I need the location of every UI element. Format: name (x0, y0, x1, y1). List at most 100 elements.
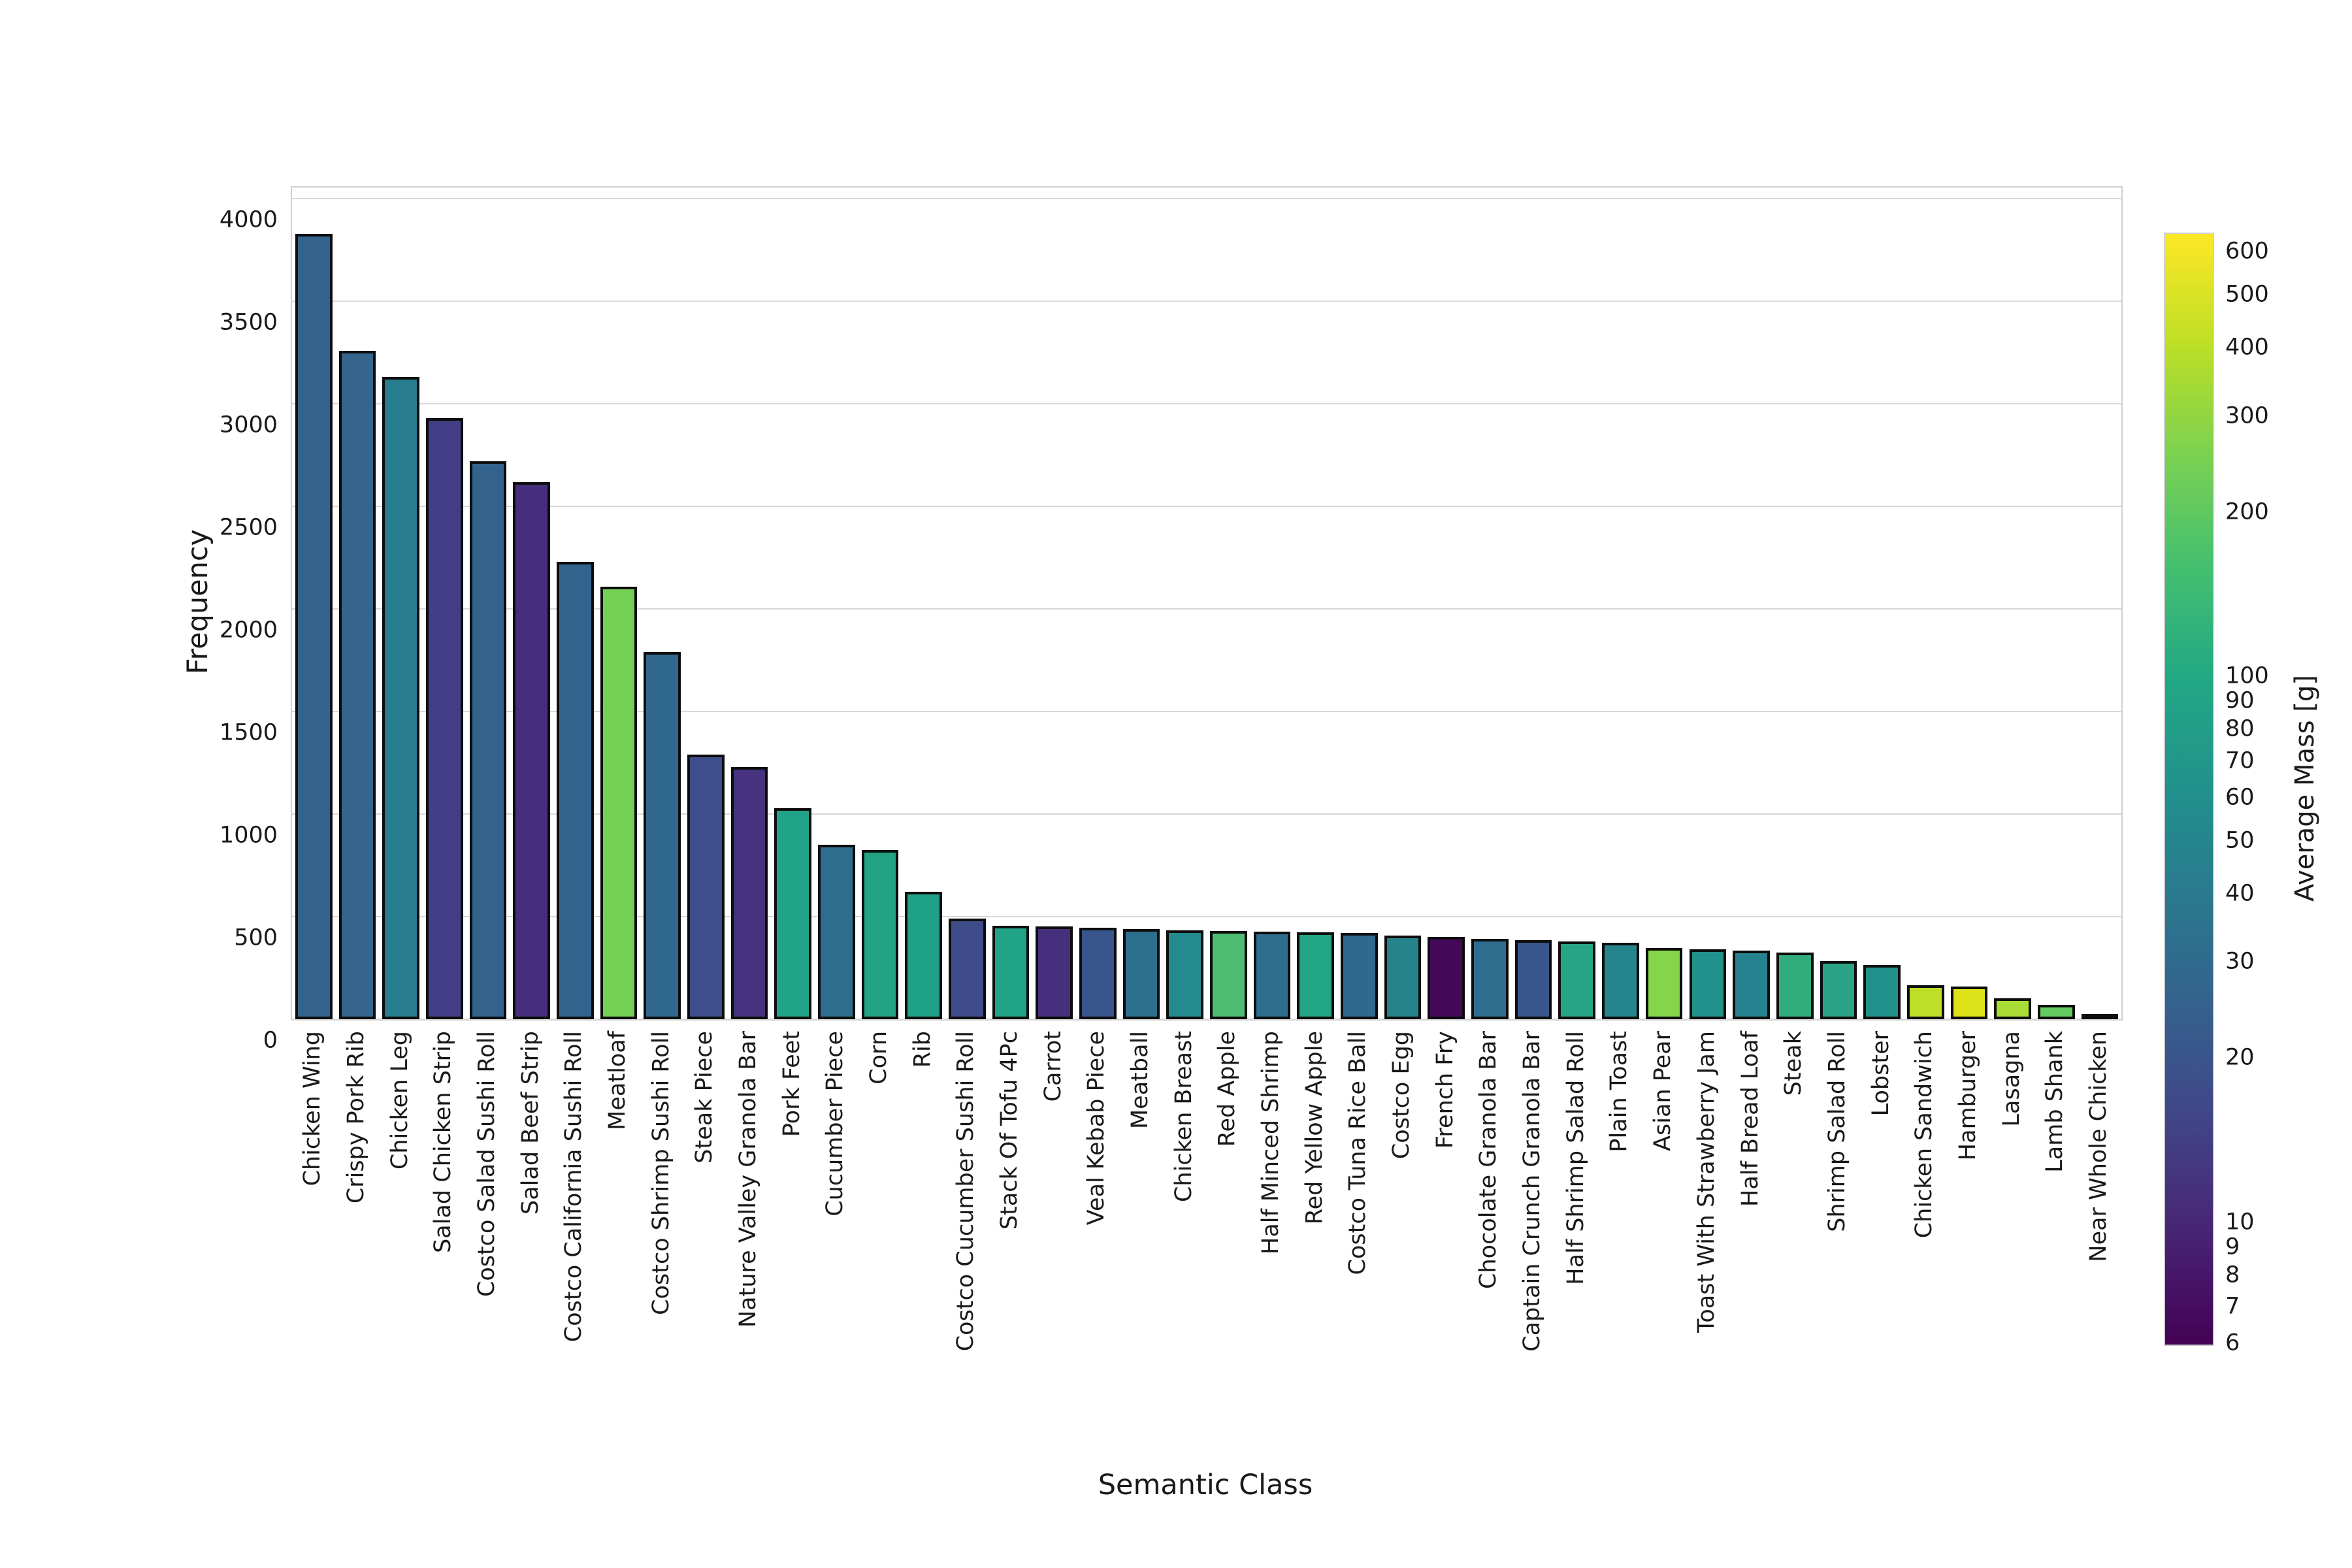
colorbar (2164, 233, 2214, 1346)
bar-slot (1381, 188, 1425, 1019)
bar-costco-salad-sushi-roll (469, 461, 507, 1019)
bar-meatball (1122, 928, 1160, 1019)
bar-plain-toast (1602, 942, 1639, 1019)
bars-container (292, 188, 2121, 1019)
x-tick-cell: Half Bread Loaf (1728, 1031, 1772, 1514)
x-tick-label: Meatloaf (604, 1031, 631, 1130)
bar-slot (1642, 188, 1686, 1019)
y-tick-label-500: 500 (234, 924, 278, 951)
bar-slot (1120, 188, 1164, 1019)
colorbar-tick-100: 100 (2225, 662, 2269, 689)
bar-lobster (1863, 964, 1901, 1019)
colorbar-title-wrap: Average Mass [g] (2290, 233, 2320, 1343)
bar-slot (1207, 188, 1250, 1019)
bar-nature-valley-granola-bar (730, 766, 768, 1019)
bar-lamb-shank (2037, 1005, 2075, 1019)
bar-slot (858, 188, 902, 1019)
bar-slot (1948, 188, 1991, 1019)
bar-french-fry (1428, 936, 1465, 1019)
x-tick-cell: Near Whole Chicken (2077, 1031, 2121, 1514)
bar-slot (1250, 188, 1294, 1019)
colorbar-tick-50: 50 (2225, 827, 2255, 854)
bar-steak-piece (687, 755, 725, 1019)
gridline-1500 (292, 711, 2121, 713)
x-tick-cell: Plain Toast (1597, 1031, 1641, 1514)
x-tick-label: French Fry (1431, 1031, 1458, 1149)
x-tick-label: Steak (1780, 1031, 1807, 1096)
x-tick-label: Costco Cucumber Sushi Roll (953, 1031, 979, 1352)
x-tick-cell: Shrimp Salad Roll (1816, 1031, 1859, 1514)
x-tick-cell: Steak (1772, 1031, 1816, 1514)
y-axis-title: Frequency (182, 529, 214, 675)
bar-steak (1776, 952, 1814, 1019)
bar-slot (2034, 188, 2078, 1019)
x-tick-cell: Chicken Breast (1162, 1031, 1205, 1514)
x-tick-cell: Lasagna (1989, 1031, 2033, 1514)
colorbar-tick-500: 500 (2225, 281, 2269, 308)
x-tick-cell: Chocolate Granola Bar (1467, 1031, 1511, 1514)
bar-stack-of-tofu-4pc (992, 925, 1030, 1019)
bar-slot (640, 188, 684, 1019)
gridline-500 (292, 916, 2121, 918)
x-tick-label: Carrot (1039, 1031, 1066, 1102)
x-tick-label: Asian Pear (1650, 1031, 1676, 1151)
bar-slot (1555, 188, 1599, 1019)
bar-near-whole-chicken (2081, 1014, 2119, 1019)
bar-slot (423, 188, 466, 1019)
bar-costco-shrimp-sushi-roll (644, 652, 681, 1019)
x-tick-cell: Chicken Sandwich (1903, 1031, 1946, 1514)
bar-half-minced-shrimp (1253, 931, 1291, 1019)
y-tick-label-3000: 3000 (219, 412, 278, 438)
x-tick-cell: Lobster (1859, 1031, 1903, 1514)
colorbar-tick-8: 8 (2225, 1262, 2240, 1288)
x-tick-label: Lobster (1867, 1031, 1894, 1117)
bar-veal-kebab-piece (1079, 928, 1117, 1019)
x-tick-label: Crispy Pork Rib (343, 1031, 369, 1204)
colorbar-tick-300: 300 (2225, 402, 2269, 429)
bar-slot (815, 188, 858, 1019)
bar-slot (1512, 188, 1556, 1019)
x-tick-cell: Steak Piece (683, 1031, 727, 1514)
gridline-3000 (292, 403, 2121, 405)
x-tick-label: Lasagna (1998, 1031, 2025, 1127)
x-tick-cell: Half Shrimp Salad Roll (1554, 1031, 1597, 1514)
x-tick-cell: Red Apple (1205, 1031, 1249, 1514)
gridline-2000 (292, 608, 2121, 610)
bar-slot (466, 188, 510, 1019)
x-tick-label: Red Yellow Apple (1301, 1031, 1328, 1225)
x-tick-cell: Cucumber Piece (813, 1031, 857, 1514)
x-tick-label: Costco California Sushi Roll (561, 1031, 587, 1343)
bar-slot (1817, 188, 1861, 1019)
x-tick-label: Costco Tuna Rice Ball (1345, 1031, 1371, 1275)
bar-slot (510, 188, 553, 1019)
bar-toast-with-strawberry-jam (1689, 949, 1727, 1019)
colorbar-tick-60: 60 (2225, 784, 2255, 811)
gridline-2500 (292, 506, 2121, 508)
bar-red-apple (1210, 930, 1247, 1019)
x-tick-label: Nature Valley Granola Bar (735, 1031, 762, 1328)
bar-slot (1904, 188, 1948, 1019)
x-tick-label: Lamb Shank (2042, 1031, 2068, 1173)
x-tick-cell: Stack Of Tofu 4Pc (988, 1031, 1032, 1514)
x-tick-label: Corn (866, 1031, 892, 1085)
bar-slot (1599, 188, 1642, 1019)
bar-costco-tuna-rice-ball (1341, 933, 1378, 1019)
x-tick-cell: Chicken Leg (378, 1031, 421, 1514)
bar-slot (1729, 188, 1773, 1019)
x-tick-label: Salad Chicken Strip (430, 1031, 457, 1253)
bar-slot (2078, 188, 2122, 1019)
x-tick-cell: Chicken Wing (291, 1031, 335, 1514)
y-tick-label-2500: 2500 (219, 514, 278, 541)
x-tick-cell: Costco Tuna Rice Ball (1336, 1031, 1380, 1514)
bar-slot (1424, 188, 1468, 1019)
bar-shrimp-salad-roll (1820, 961, 1857, 1019)
x-tick-label: Costco Salad Sushi Roll (474, 1031, 500, 1298)
bar-chicken-breast (1166, 930, 1204, 1019)
x-tick-label: Captain Crunch Granola Bar (1519, 1031, 1546, 1352)
colorbar-tick-40: 40 (2225, 880, 2255, 907)
bar-rib (905, 892, 943, 1019)
bar-slot (1773, 188, 1817, 1019)
bar-salad-chicken-strip (426, 418, 463, 1019)
bar-slot (1076, 188, 1120, 1019)
